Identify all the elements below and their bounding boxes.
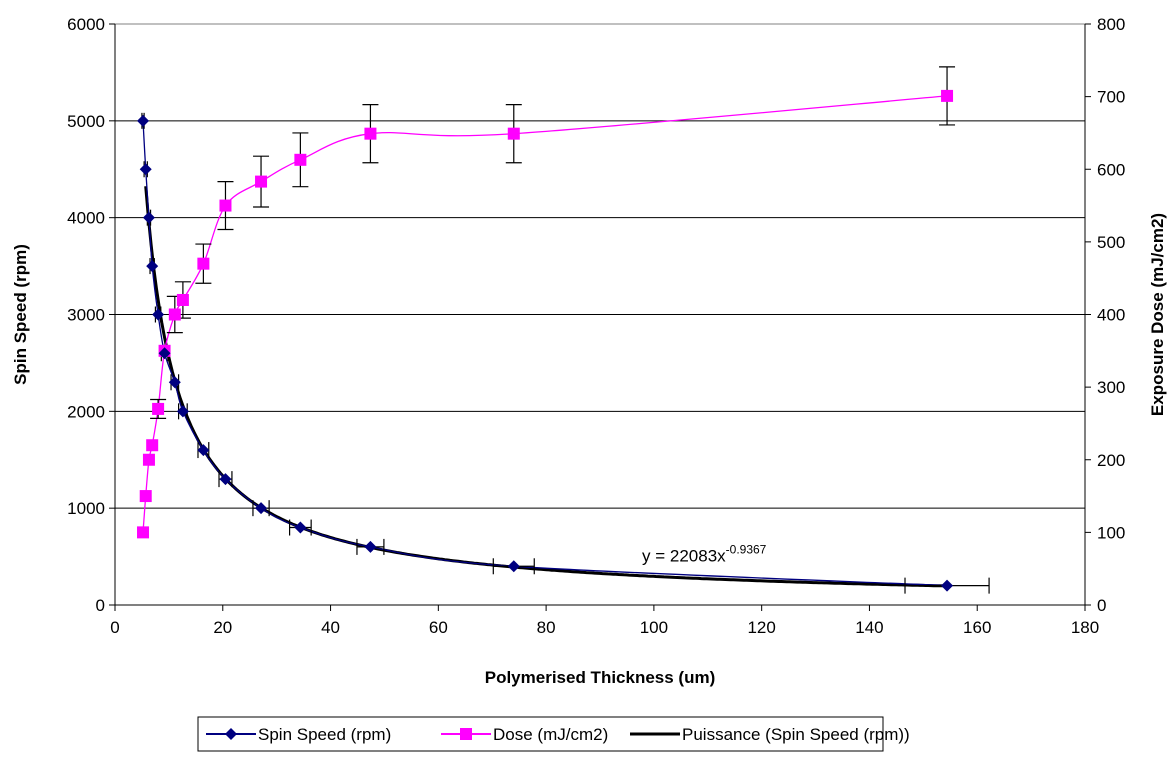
x-tick-label: 60 [429,618,448,637]
spin-speed-point [219,473,232,486]
x-tick-label: 80 [537,618,556,637]
spin-speed-point [142,211,155,224]
legend-spin-label: Spin Speed (rpm) [258,725,391,744]
y-tick-label: 0 [96,596,105,615]
y-tick-label: 6000 [67,15,105,34]
y2-tick-label: 300 [1097,378,1125,397]
y-tick-label: 5000 [67,112,105,131]
y-tick-label: 3000 [67,306,105,325]
spin-speed-point [152,308,165,321]
spin-speed-point [364,540,377,553]
y-tick-label: 4000 [67,209,105,228]
spin-speed-point [137,114,150,127]
spin-speed-point [255,502,268,515]
tick-labels: 0100020003000400050006000010020030040050… [67,15,1125,637]
x-tick-label: 180 [1071,618,1099,637]
series-layer [137,66,990,594]
spin-speed-point [197,444,210,457]
dose-point [219,199,232,212]
gridlines [115,120,1085,509]
legend-dose-marker [460,728,472,740]
legend: Spin Speed (rpm) Dose (mJ/cm2) Puissance… [197,716,910,752]
legend-dose-label: Dose (mJ/cm2) [493,725,608,744]
dose-point [507,127,520,140]
x-tick-label: 40 [321,618,340,637]
x-tick-label: 160 [963,618,991,637]
power-fit-layer [144,186,947,588]
spin-speed-point [507,560,520,573]
x-axis-title: Polymerised Thickness (um) [485,668,716,687]
spin-speed-point [168,376,181,389]
y2-tick-label: 0 [1097,596,1106,615]
y-tick-label: 1000 [67,499,105,518]
spin-speed-point [176,405,189,418]
dose-point [152,402,165,415]
y2-tick-label: 100 [1097,523,1125,542]
dose-point [255,175,268,188]
x-tick-label: 0 [110,618,119,637]
fit-equation: y = 22083x-0.9367 [642,543,767,566]
legend-spin-marker [225,728,237,740]
fit-equation-exponent: -0.9367 [726,543,767,557]
y2-tick-label: 400 [1097,306,1125,325]
spin-speed-point [294,521,307,534]
legend-box [197,716,884,752]
spin-speed-point [146,260,159,273]
dose-point [364,127,377,140]
dose-point [294,153,307,166]
y-axis-title: Spin Speed (rpm) [11,244,30,385]
y2-axis-title: Exposure Dose (mJ/cm2) [1148,213,1167,416]
x-tick-label: 140 [855,618,883,637]
dose-point [176,293,189,306]
y2-tick-label: 800 [1097,15,1125,34]
y2-tick-label: 700 [1097,88,1125,107]
dose-point [197,257,210,270]
x-tick-label: 120 [747,618,775,637]
spin-speed-point [158,347,171,360]
dose-point [146,439,159,452]
dose-point [137,526,150,539]
fit-equation-base: y = 22083x [642,547,726,566]
power-fit-curve [144,186,947,588]
axes [109,23,1091,611]
y-tick-label: 2000 [67,402,105,421]
y2-tick-label: 200 [1097,451,1125,470]
spin-speed-point [941,579,954,592]
x-tick-label: 100 [640,618,668,637]
legend-fit-label: Puissance (Spin Speed (rpm)) [682,725,910,744]
dose-point [139,490,152,503]
dose-point [168,308,181,321]
y2-tick-label: 600 [1097,160,1125,179]
dose-point [142,453,155,466]
spin-speed-line [142,120,948,587]
y2-tick-label: 500 [1097,233,1125,252]
dose-point [941,89,954,102]
spin-speed-point [139,163,152,176]
x-tick-label: 20 [213,618,232,637]
